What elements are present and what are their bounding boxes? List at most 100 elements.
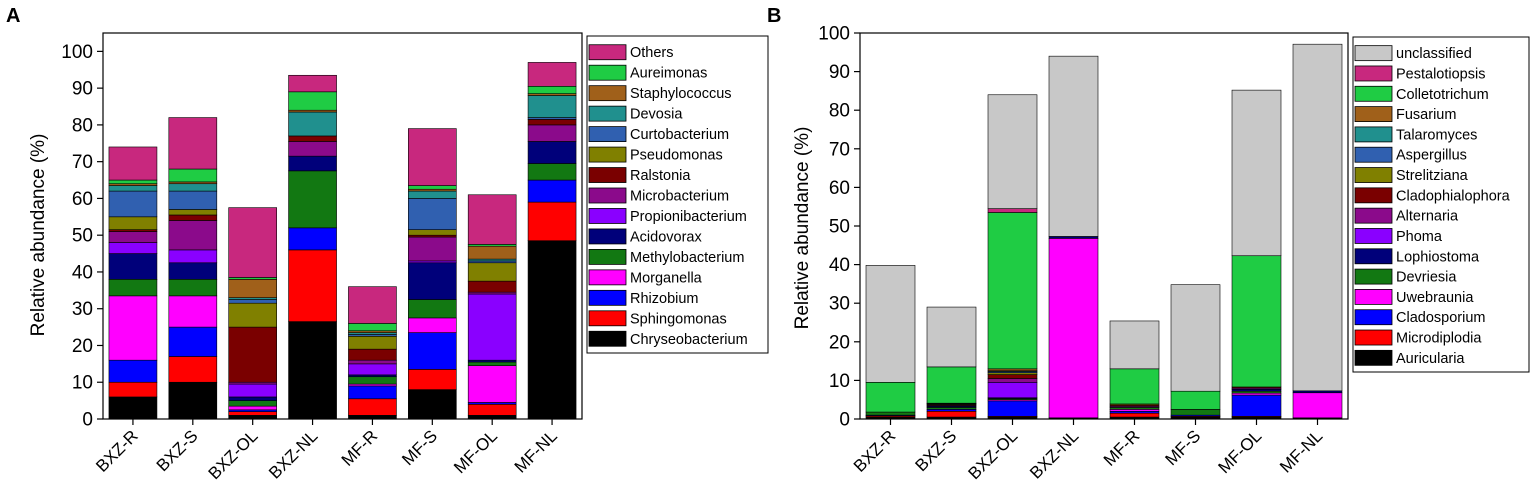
legend-swatch xyxy=(1354,228,1393,244)
bar-segment-unclassified xyxy=(1109,320,1160,370)
bar-segment-microbacterium xyxy=(348,359,397,365)
legend-swatch xyxy=(1354,187,1393,204)
x-tick-label: MF-S xyxy=(398,426,441,469)
y-tick-label: 50 xyxy=(829,217,850,238)
legend-swatch xyxy=(588,146,627,163)
bar-segment-rhizobium xyxy=(108,359,158,383)
legend-label: Auricularia xyxy=(1396,351,1465,367)
bar-segment-unclassified xyxy=(865,265,916,383)
legend-label: Aspergillus xyxy=(1396,148,1467,164)
bar-segment-sphingomonas xyxy=(108,381,158,398)
bar-segment-others xyxy=(108,146,158,181)
bar-segment-phoma xyxy=(987,382,1038,399)
bar-segment-sphingomonas xyxy=(228,411,277,416)
bar-segment-acidovorax xyxy=(527,141,577,164)
bar-segment-unclassified xyxy=(987,94,1038,209)
bar-segment-unclassified xyxy=(926,306,977,368)
legend-label: Alternaria xyxy=(1396,209,1459,225)
y-tick-label: 70 xyxy=(72,152,93,173)
legend-label: Sphingomonas xyxy=(630,311,727,327)
bar-segment-microbacterium xyxy=(108,231,158,243)
x-tick-label: MF-S xyxy=(1162,426,1205,469)
bar-segment-unclassified xyxy=(1048,55,1099,237)
legend-swatch xyxy=(588,310,627,327)
bar-segment-rhizobium xyxy=(348,385,397,400)
bar-segment-devriesia xyxy=(865,411,916,416)
legend-label: Curtobacterium xyxy=(630,127,729,143)
bar-segment-propionibacterium xyxy=(467,293,517,361)
bar-segment-microdiplodia xyxy=(926,410,977,418)
bar-segment-aureimonas xyxy=(348,323,397,332)
bar-segment-sphingomonas xyxy=(288,249,337,322)
legend-label: Colletotrichum xyxy=(1396,87,1489,103)
bar-segment-propionibacterium xyxy=(348,363,397,376)
bar-segment-colletotrichum xyxy=(865,382,916,413)
bar-segment-colletotrichum xyxy=(1109,368,1160,405)
legend-label: Ralstonia xyxy=(630,168,691,184)
bar-segment-chryseobacterium xyxy=(527,240,577,420)
bar-segment-chryseobacterium xyxy=(168,381,218,420)
panel-b: B Relative abundance (%) 0 10 20 30 40 50 60 70… xyxy=(767,5,1530,483)
bar-segment-pseudomonas xyxy=(408,229,457,236)
x-tick-label: BXZ-NL xyxy=(1026,426,1082,482)
bar-segment-aureimonas xyxy=(168,168,218,183)
legend-swatch xyxy=(588,167,627,183)
bar-segment-unclassified xyxy=(1292,43,1343,392)
bar-segment-acidovorax xyxy=(228,396,277,401)
bar-segment-others xyxy=(527,62,577,87)
legend-label: unclassified xyxy=(1396,46,1472,62)
bar-segment-devosia xyxy=(168,183,218,192)
y-tick-label: 80 xyxy=(829,101,850,122)
panel-a: A Relative abundance (%) 0 10 20 30 40 50 60 70… xyxy=(6,5,769,483)
y-tick-label: 60 xyxy=(72,189,93,210)
x-tick-label: BXZ-S xyxy=(911,426,960,475)
bar-segment-morganella xyxy=(408,317,457,333)
x-tick-label: MF-R xyxy=(1100,426,1143,469)
bar-segment-others xyxy=(228,207,277,278)
legend-swatch xyxy=(1354,106,1393,122)
panel-b-legend: unclassified Pestalotiopsis Colletotrichum… xyxy=(1352,36,1530,373)
bar-segment-morganella xyxy=(467,365,517,403)
legend-label: Rhizobium xyxy=(630,291,699,307)
y-tick-label: 20 xyxy=(72,336,93,357)
x-tick-label: BXZ-OL xyxy=(964,426,1021,483)
legend-swatch xyxy=(588,187,627,204)
bar-segment-devosia xyxy=(527,95,577,118)
y-tick-label: 50 xyxy=(72,226,93,247)
bar-segment-curtobacterium xyxy=(108,190,158,218)
bar-segment-ralstonia xyxy=(467,280,517,293)
bar-segment-chryseobacterium xyxy=(288,321,337,420)
legend-label: Microbacterium xyxy=(630,189,729,205)
y-tick-label: 100 xyxy=(818,24,850,45)
panel-a-y-axis-label: Relative abundance (%) xyxy=(28,134,49,337)
legend-label: Devriesia xyxy=(1396,270,1457,286)
bar-segment-colletotrichum xyxy=(1231,255,1282,388)
bar-segment-others xyxy=(168,117,218,170)
x-tick-label: BXZ-NL xyxy=(265,426,321,482)
bar-segment-methylobacterium xyxy=(168,279,218,297)
bar-segment-aureimonas xyxy=(408,185,457,190)
bar-segment-devriesia xyxy=(1170,409,1221,416)
bar-segment-sphingomonas xyxy=(527,201,577,242)
x-tick-label: MF-NL xyxy=(1276,426,1326,476)
bar-segment-methylobacterium xyxy=(467,361,517,366)
bar-segment-pseudomonas xyxy=(348,335,397,350)
bar-segment-propionibacterium xyxy=(108,242,158,254)
bar-segment-methylobacterium xyxy=(408,299,457,319)
bar-segment-morganella xyxy=(108,295,158,361)
panel-b-x-ticks: BXZ-R BXZ-S BXZ-OL BXZ-NL MF-R MF-S MF-OL MF-NL xyxy=(850,419,1326,483)
bar-segment-ralstonia xyxy=(168,214,218,221)
x-tick-label: MF-R xyxy=(338,426,381,469)
y-tick-label: 90 xyxy=(829,62,850,83)
bar-segment-pseudomonas xyxy=(467,262,517,282)
legend-swatch xyxy=(1354,207,1393,224)
panel-b-y-axis-label: Relative abundance (%) xyxy=(792,127,813,330)
y-tick-label: 30 xyxy=(829,294,850,315)
bar-segment-cladosporium xyxy=(987,400,1038,417)
x-tick-label: BXZ-OL xyxy=(205,426,262,483)
legend-label: Chryseobacterium xyxy=(630,332,748,348)
bar-segment-propionibacterium xyxy=(228,383,277,398)
legend-label: Strelitziana xyxy=(1396,168,1469,184)
bar-segment-pseudomonas xyxy=(228,302,277,328)
